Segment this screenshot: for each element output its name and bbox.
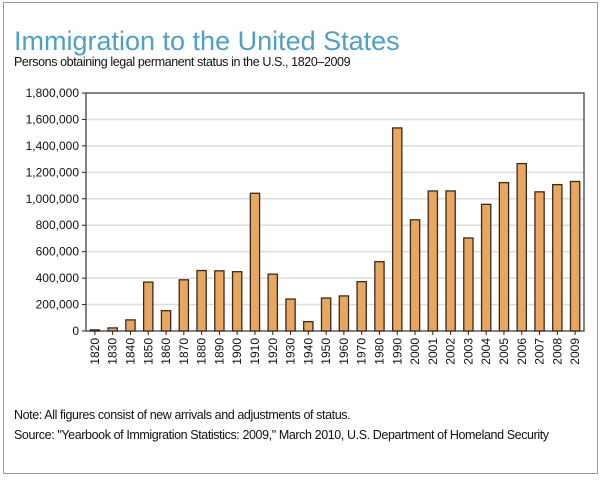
x-tick-label: 1830 <box>106 338 120 365</box>
bar-1990 <box>391 127 403 332</box>
y-tick-label: 400,000 <box>36 271 80 285</box>
x-tick-label: 2005 <box>497 338 511 365</box>
x-tick-label: 2004 <box>479 338 493 365</box>
y-tick-label: 200,000 <box>36 298 80 312</box>
chart-source: Source: "Yearbook of Immigration Statist… <box>14 428 549 442</box>
y-tick-label: 1,400,000 <box>26 139 80 153</box>
bar-1890 <box>214 270 225 332</box>
bar-1980 <box>374 261 385 332</box>
x-tick-label: 2002 <box>444 338 458 365</box>
bar-1960 <box>338 295 350 332</box>
bar-1830 <box>107 327 118 332</box>
x-tick-label: 2007 <box>533 338 547 365</box>
x-tick-label: 1900 <box>230 338 244 365</box>
x-tick-label: 1820 <box>88 338 102 365</box>
bar-2007 <box>534 191 545 332</box>
x-tick-label: 1940 <box>301 338 315 365</box>
chart-subtitle: Persons obtaining legal permanent status… <box>14 55 351 69</box>
bar-2004 <box>480 203 492 332</box>
bar-1880 <box>196 269 207 332</box>
chart-note: Note: All figures consist of new arrival… <box>14 408 351 422</box>
x-tick-label: 1890 <box>212 338 226 365</box>
x-tick-label: 1930 <box>284 338 298 365</box>
bar-1840 <box>125 319 136 332</box>
x-tick-label: 2009 <box>568 338 582 365</box>
y-tick-label: 0 <box>72 324 79 338</box>
bar-1920 <box>267 273 279 332</box>
x-tick-label: 1840 <box>123 338 137 365</box>
bar-2000 <box>409 219 421 332</box>
x-tick-label: 1920 <box>266 338 280 365</box>
bar-1860 <box>160 310 172 332</box>
x-tick-label: 2001 <box>426 338 440 365</box>
y-tick-label: 1,800,000 <box>26 86 80 100</box>
plot-area <box>85 92 585 332</box>
bar-2005 <box>498 181 510 332</box>
bar-2008 <box>552 183 563 332</box>
bar-1870 <box>178 279 190 332</box>
bar-2009 <box>569 180 581 332</box>
bar-1940 <box>303 320 314 332</box>
x-tick-label: 1970 <box>355 338 369 365</box>
x-tick-label: 1990 <box>390 338 404 365</box>
bar-1970 <box>356 280 367 332</box>
bar-1910 <box>249 192 261 332</box>
x-tick-label: 2000 <box>408 338 422 365</box>
bar-2003 <box>463 237 474 332</box>
x-tick-label: 2003 <box>461 338 475 365</box>
chart-frame <box>3 2 598 474</box>
x-tick-label: 1910 <box>248 338 262 365</box>
bar-1930 <box>285 298 296 332</box>
x-tick-label: 2006 <box>515 338 529 365</box>
bar-1820 <box>89 329 101 332</box>
y-tick-label: 1,600,000 <box>26 112 80 126</box>
bar-2002 <box>445 190 456 332</box>
x-tick-label: 1960 <box>337 338 351 365</box>
y-tick-label: 600,000 <box>36 245 80 259</box>
bar-2006 <box>516 162 528 332</box>
chart-title: Immigration to the United States <box>14 26 400 56</box>
bar-2001 <box>427 190 439 332</box>
bar-1850 <box>142 281 154 332</box>
x-tick-label: 1870 <box>177 338 191 365</box>
y-tick-label: 800,000 <box>36 218 80 232</box>
x-tick-label: 1950 <box>319 338 333 365</box>
x-tick-label: 1860 <box>159 338 173 365</box>
bar-1950 <box>320 297 332 332</box>
x-tick-label: 1880 <box>195 338 209 365</box>
x-tick-label: 1850 <box>141 338 155 365</box>
y-tick-label: 1,200,000 <box>26 165 80 179</box>
x-tick-label: 2008 <box>550 338 564 365</box>
y-tick-label: 1,000,000 <box>26 192 80 206</box>
x-tick-label: 1980 <box>372 338 386 365</box>
bar-1900 <box>231 271 243 332</box>
